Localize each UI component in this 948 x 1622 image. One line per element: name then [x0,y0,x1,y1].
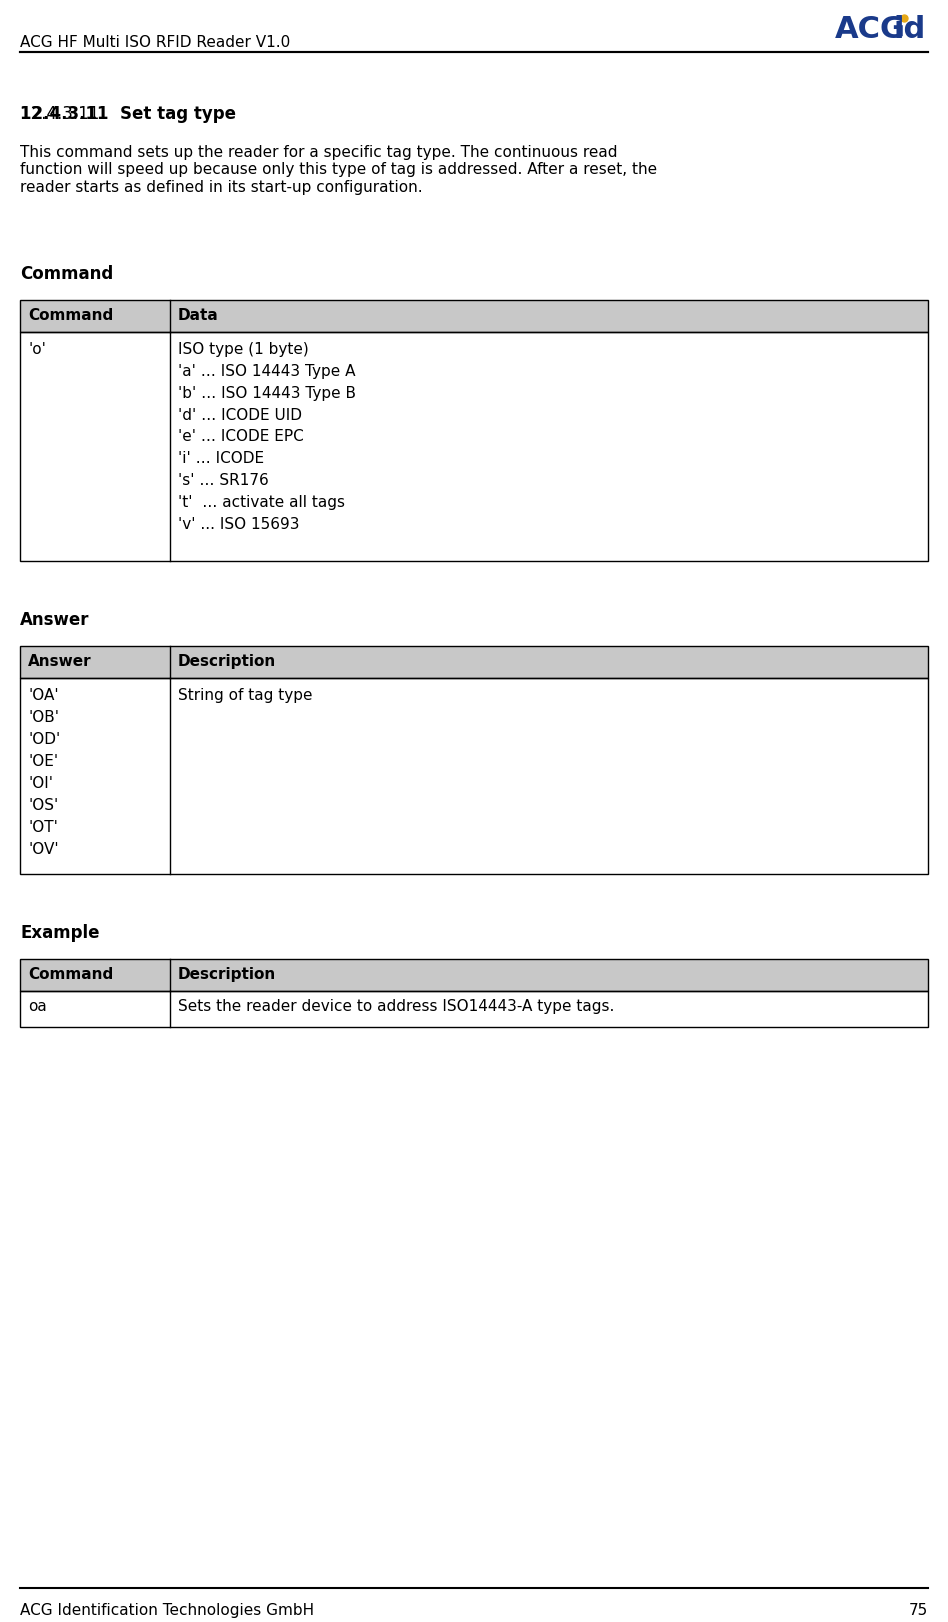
Text: This command sets up the reader for a specific tag type. The continuous read
fun: This command sets up the reader for a sp… [20,144,657,195]
Text: Command: Command [28,308,113,323]
Text: ACG: ACG [834,16,905,44]
Text: ACG Identification Technologies GmbH: ACG Identification Technologies GmbH [20,1603,314,1619]
Text: 75: 75 [909,1603,928,1619]
Text: 's' … SR176: 's' … SR176 [178,474,268,488]
Text: 'OT': 'OT' [28,821,58,835]
Bar [20,959,928,991]
Text: Answer: Answer [28,654,92,670]
Text: String of tag type: String of tag type [178,688,313,704]
Bar [20,678,928,874]
Text: Data: Data [178,308,219,323]
Text: Answer: Answer [20,611,89,629]
Text: 'OI': 'OI' [28,775,53,792]
Text: 'a' … ISO 14443 Type A: 'a' … ISO 14443 Type A [178,363,356,378]
Bar [20,991,928,1027]
Text: 'OA': 'OA' [28,688,59,704]
Text: 'o': 'o' [28,342,46,357]
Text: 'OE': 'OE' [28,754,58,769]
Text: ISO type (1 byte): ISO type (1 byte) [178,342,309,357]
Text: Command: Command [28,967,113,981]
Text: Description: Description [178,654,276,670]
Bar [20,331,928,561]
Bar [20,300,928,331]
Text: oa: oa [28,999,46,1014]
Bar [20,646,928,678]
Text: 't'  … activate all tags: 't' … activate all tags [178,495,345,511]
Text: 'b' … ISO 14443 Type B: 'b' … ISO 14443 Type B [178,386,356,401]
Text: 12.4.3.11  Set tag type: 12.4.3.11 Set tag type [20,105,236,123]
Text: 'OD': 'OD' [28,732,61,748]
Text: 'OB': 'OB' [28,710,59,725]
Text: 'i' … ICODE: 'i' … ICODE [178,451,264,467]
Bar [20,646,928,678]
Text: 'OV': 'OV' [28,842,59,856]
Text: Example: Example [20,925,100,942]
Text: Sets the reader device to address ISO14443-A type tags.: Sets the reader device to address ISO144… [178,999,614,1014]
Text: id: id [894,16,926,44]
Text: ACG HF Multi ISO RFID Reader V1.0: ACG HF Multi ISO RFID Reader V1.0 [20,36,290,50]
Bar [20,959,928,991]
Text: 'OS': 'OS' [28,798,58,813]
Text: 12.4.3.11: 12.4.3.11 [20,105,110,123]
Text: Command: Command [20,264,113,282]
Text: 'v' ... ISO 15693: 'v' ... ISO 15693 [178,517,300,532]
Text: 'e' … ICODE EPC: 'e' … ICODE EPC [178,430,303,444]
Text: Description: Description [178,967,276,981]
Bar [20,300,928,331]
Text: 'd' … ICODE UID: 'd' … ICODE UID [178,407,302,422]
